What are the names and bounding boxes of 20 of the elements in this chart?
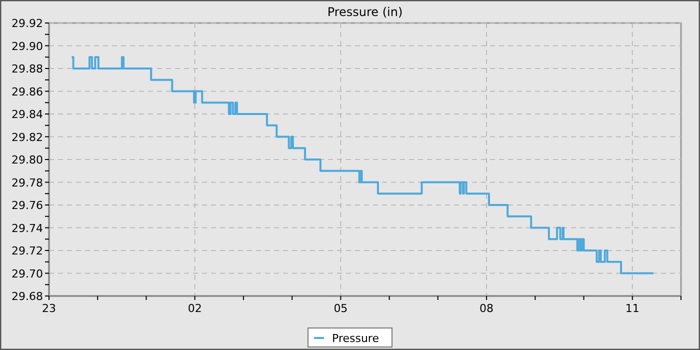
y-tick-label: 29.80: [12, 154, 43, 166]
x-tick-label: 23: [42, 302, 56, 315]
y-tick-label: 29.68: [12, 290, 43, 303]
chart-title: Pressure (in): [327, 5, 403, 19]
legend-label: Pressure: [332, 332, 380, 345]
y-tick-label: 29.82: [12, 130, 43, 144]
y-tick-label: 29.74: [12, 222, 43, 235]
y-tick-label: 29.90: [12, 40, 43, 53]
x-tick-label: 08: [480, 302, 494, 315]
y-tick-label: 29.70: [12, 267, 43, 280]
x-tick-label: 02: [188, 302, 202, 315]
y-tick-label: 29.78: [12, 176, 43, 190]
y-tick-label: 29.92: [12, 17, 43, 30]
y-tick-label: 29.76: [12, 199, 43, 212]
y-tick-label: 29.72: [12, 244, 43, 258]
x-tick-label: 11: [625, 302, 640, 315]
y-tick-label: 29.86: [12, 85, 43, 98]
x-tick-label: 05: [334, 302, 348, 315]
y-tick-label: 29.84: [12, 108, 43, 121]
y-tick-label: 29.88: [12, 62, 43, 76]
